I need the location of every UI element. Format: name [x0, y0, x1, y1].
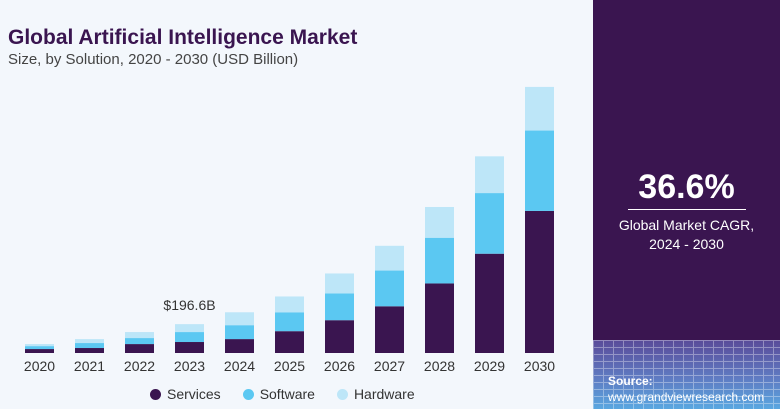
bar-hardware-2025 — [275, 296, 304, 313]
bar-services-2028 — [425, 283, 454, 353]
legend-item-software: Software — [242, 386, 315, 402]
x-tick-label: 2022 — [124, 358, 155, 374]
bar-hardware-2026 — [325, 273, 354, 294]
legend-label: Hardware — [353, 386, 415, 402]
cagr-label-line1: Global Market CAGR, — [618, 217, 755, 233]
chart-title: Global Artificial Intelligence Market — [8, 26, 358, 49]
bar-hardware-2023 — [175, 324, 204, 333]
x-tick-label: 2029 — [474, 358, 505, 374]
bar-hardware-2021 — [75, 339, 104, 344]
bar-services-2020 — [25, 349, 54, 353]
bar-hardware-2024 — [225, 312, 254, 326]
bar-software-2028 — [425, 237, 454, 284]
bar-software-2025 — [275, 312, 304, 332]
bar-hardware-2020 — [25, 344, 54, 347]
software-dot-icon — [242, 388, 254, 400]
x-tick-label: 2024 — [224, 358, 255, 374]
chart-subtitle: Size, by Solution, 2020 - 2030 (USD Bill… — [8, 51, 299, 68]
bar-services-2021 — [75, 348, 104, 353]
bar-services-2025 — [275, 331, 304, 353]
bar-software-2027 — [375, 270, 404, 307]
bar-services-2030 — [525, 210, 554, 353]
bar-hardware-2022 — [125, 332, 154, 339]
x-tick-label: 2026 — [324, 358, 355, 374]
bar-services-2026 — [325, 320, 354, 353]
source-link[interactable]: www.grandviewresearch.com — [608, 390, 765, 404]
bar-hardware-2029 — [475, 156, 504, 194]
bar-software-2029 — [475, 193, 504, 254]
x-tick-label: 2021 — [74, 358, 105, 374]
source-banner — [593, 340, 780, 409]
cagr-value: 36.6% — [638, 168, 735, 206]
x-tick-label: 2028 — [424, 358, 455, 374]
legend-label: Software — [259, 386, 315, 402]
bar-hardware-2030 — [525, 86, 554, 131]
bar-software-2021 — [75, 343, 104, 349]
bar-chart: 2020 2021 2022 2023 $196.6B 2024 2025 2026 2027 2… — [24, 86, 555, 374]
bar-hardware-2027 — [375, 245, 404, 271]
x-tick-label: 2027 — [374, 358, 405, 374]
bar-software-2020 — [25, 346, 54, 350]
bar-services-2022 — [125, 344, 154, 353]
legend-label: Services — [167, 386, 221, 402]
hardware-dot-icon — [336, 388, 348, 400]
bar-software-2030 — [525, 130, 554, 211]
grid-pattern — [593, 340, 780, 409]
services-dot-icon — [150, 388, 161, 400]
bar-services-2023 — [175, 342, 204, 353]
divider — [628, 209, 746, 210]
x-tick-label: 2030 — [524, 358, 555, 374]
bar-software-2024 — [225, 325, 254, 340]
legend-item-hardware: Hardware — [336, 386, 415, 402]
x-tick-label: 2020 — [24, 358, 55, 374]
cagr-label: Global Market CAGR, 2024 - 2030 — [593, 216, 780, 254]
bar-software-2026 — [325, 293, 354, 321]
bar-services-2024 — [225, 339, 254, 353]
bar-software-2022 — [125, 338, 154, 345]
x-tick-label: 2025 — [274, 358, 305, 374]
x-tick-label: 2023 — [174, 358, 205, 374]
legend-item-services: Services — [150, 386, 221, 402]
bar-hardware-2028 — [425, 206, 454, 238]
cagr-label-line2: 2024 - 2030 — [649, 236, 724, 252]
bar-services-2027 — [375, 306, 404, 353]
source-label: Source: — [608, 374, 653, 388]
bar-services-2029 — [475, 253, 504, 353]
bar-software-2023 — [175, 332, 204, 343]
legend: Services Software Hardware — [150, 386, 415, 402]
data-label: $196.6B — [163, 297, 215, 313]
